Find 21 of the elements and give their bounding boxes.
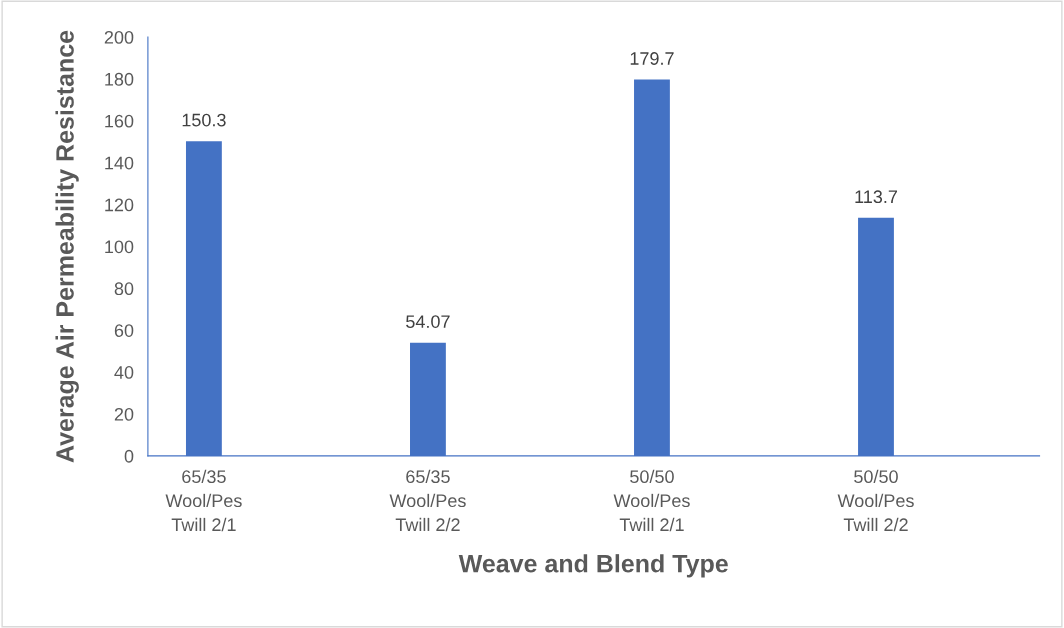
data-label: 113.7 bbox=[855, 190, 898, 204]
x-axis-title: Weave and Blend Type bbox=[458, 554, 728, 578]
y-tick-label: 160 bbox=[105, 114, 134, 128]
data-label: 54.07 bbox=[406, 315, 450, 328]
x-tick-label: 65/35 Wool/Pes Twill 2/1 bbox=[165, 469, 242, 532]
y-tick-label: 0 bbox=[124, 449, 134, 463]
y-tick-label: 180 bbox=[105, 72, 134, 86]
y-tick-label: 200 bbox=[104, 30, 134, 44]
x-tick-label: 50/50 Wool/Pes Twill 2/1 bbox=[613, 469, 690, 532]
y-axis-title: Average Air Permeability Resistance bbox=[55, 30, 79, 463]
y-tick-label: 80 bbox=[114, 282, 134, 296]
x-tick-label: 50/50 Wool/Pes Twill 2/2 bbox=[837, 469, 914, 532]
y-tick-label: 60 bbox=[114, 324, 134, 337]
y-tick-label: 40 bbox=[114, 366, 134, 379]
x-tick-label: 65/35 Wool/Pes Twill 2/2 bbox=[389, 469, 466, 532]
data-label: 150.3 bbox=[182, 113, 226, 127]
y-tick-label: 120 bbox=[105, 198, 134, 212]
y-tick-label: 20 bbox=[114, 407, 134, 421]
y-tick-label: 100 bbox=[105, 240, 134, 254]
y-tick-label: 140 bbox=[105, 156, 134, 170]
data-label: 179.7 bbox=[630, 52, 674, 65]
